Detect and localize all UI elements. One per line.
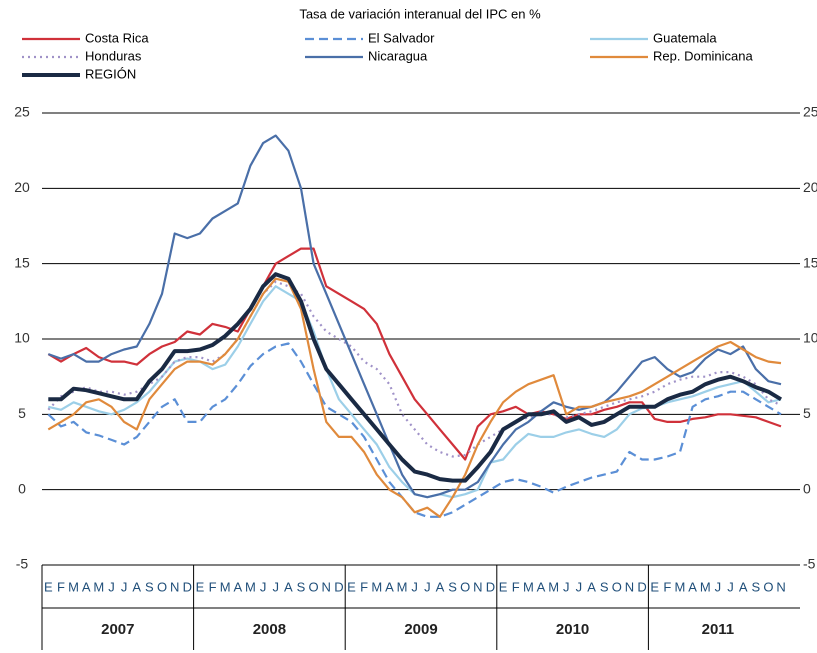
x-tick-label: O	[460, 579, 470, 594]
series-line	[48, 272, 783, 483]
x-tick-label: M	[245, 579, 256, 594]
x-tick-label: F	[360, 579, 368, 594]
x-tick-label: A	[739, 579, 748, 594]
year-label: 2010	[556, 621, 589, 638]
x-tick-label: O	[157, 579, 167, 594]
year-label: 2011	[702, 621, 735, 638]
x-tick-label: J	[576, 579, 583, 594]
x-tick-label: A	[587, 579, 596, 594]
x-tick-label: A	[436, 579, 445, 594]
y-tick-label: 5	[18, 405, 26, 421]
series-line	[47, 280, 782, 458]
x-tick-label: M	[700, 579, 711, 594]
y2-tick-label: 0	[803, 480, 811, 496]
x-tick-label: S	[145, 579, 154, 594]
series-line	[47, 277, 782, 518]
x-tick-label: M	[523, 579, 534, 594]
x-tick-label: A	[233, 579, 242, 594]
x-tick-label: O	[763, 579, 773, 594]
legend-label: Rep. Dominicana	[653, 48, 753, 63]
legend-label: El Salvador	[368, 30, 435, 45]
x-tick-label: J	[727, 579, 734, 594]
x-tick-label: J	[260, 579, 267, 594]
x-tick-label: M	[675, 579, 686, 594]
x-tick-label: M	[397, 579, 408, 594]
x-tick-label: N	[473, 579, 482, 594]
x-tick-label: E	[499, 579, 508, 594]
year-label: 2007	[101, 621, 134, 638]
chart-title: Tasa de variación interanual del IPC en …	[299, 6, 541, 21]
y-tick-label: 20	[14, 179, 30, 195]
y2-tick-label: 25	[803, 104, 817, 120]
x-tick-label: D	[183, 579, 192, 594]
y-tick-label: 15	[14, 254, 30, 270]
x-tick-label: A	[284, 579, 293, 594]
x-tick-label: D	[334, 579, 343, 594]
x-tick-label: E	[650, 579, 659, 594]
x-tick-label: F	[209, 579, 217, 594]
x-tick-label: J	[563, 579, 570, 594]
x-tick-label: J	[272, 579, 279, 594]
x-tick-label: A	[82, 579, 91, 594]
x-tick-label: N	[625, 579, 634, 594]
x-tick-label: S	[448, 579, 457, 594]
year-label: 2008	[253, 621, 286, 638]
x-tick-label: E	[44, 579, 53, 594]
x-tick-label: J	[424, 579, 431, 594]
legend-label: REGIÓN	[85, 66, 136, 81]
x-tick-label: J	[411, 579, 418, 594]
y2-tick-label: -5	[803, 556, 816, 572]
x-tick-label: N	[322, 579, 331, 594]
y-tick-label: 25	[14, 104, 30, 120]
x-tick-label: F	[663, 579, 671, 594]
x-tick-label: A	[132, 579, 141, 594]
x-tick-label: A	[385, 579, 394, 594]
y-tick-label: 0	[18, 480, 26, 496]
x-tick-label: M	[93, 579, 104, 594]
legend-label: Costa Rica	[85, 30, 149, 45]
y-tick-label: 10	[14, 330, 30, 346]
x-tick-label: E	[196, 579, 205, 594]
x-tick-label: S	[600, 579, 609, 594]
x-tick-label: D	[637, 579, 646, 594]
x-tick-label: N	[170, 579, 179, 594]
y2-tick-label: 10	[803, 330, 817, 346]
x-tick-label: F	[57, 579, 65, 594]
x-tick-label: J	[108, 579, 115, 594]
x-tick-label: M	[371, 579, 382, 594]
x-tick-label: O	[309, 579, 319, 594]
x-tick-label: D	[486, 579, 495, 594]
x-tick-label: S	[751, 579, 760, 594]
x-tick-label: O	[612, 579, 622, 594]
legend-label: Guatemala	[653, 30, 717, 45]
x-tick-label: M	[548, 579, 559, 594]
y2-tick-label: 5	[803, 405, 811, 421]
x-tick-label: N	[776, 579, 785, 594]
x-tick-label: M	[220, 579, 231, 594]
x-tick-label: A	[688, 579, 697, 594]
legend-label: Honduras	[85, 48, 142, 63]
x-tick-label: S	[297, 579, 306, 594]
x-tick-label: A	[537, 579, 546, 594]
x-tick-label: M	[68, 579, 79, 594]
x-tick-label: J	[121, 579, 128, 594]
y-tick-label: -5	[16, 556, 29, 572]
x-tick-label: E	[347, 579, 356, 594]
series-line	[47, 134, 782, 499]
year-label: 2009	[404, 621, 437, 638]
y2-tick-label: 15	[803, 254, 817, 270]
y2-tick-label: 20	[803, 179, 817, 195]
series-line	[47, 342, 782, 518]
legend-label: Nicaragua	[368, 48, 428, 63]
series-line	[47, 247, 782, 461]
series-line	[48, 285, 782, 499]
x-tick-label: F	[512, 579, 520, 594]
x-tick-label: J	[715, 579, 722, 594]
